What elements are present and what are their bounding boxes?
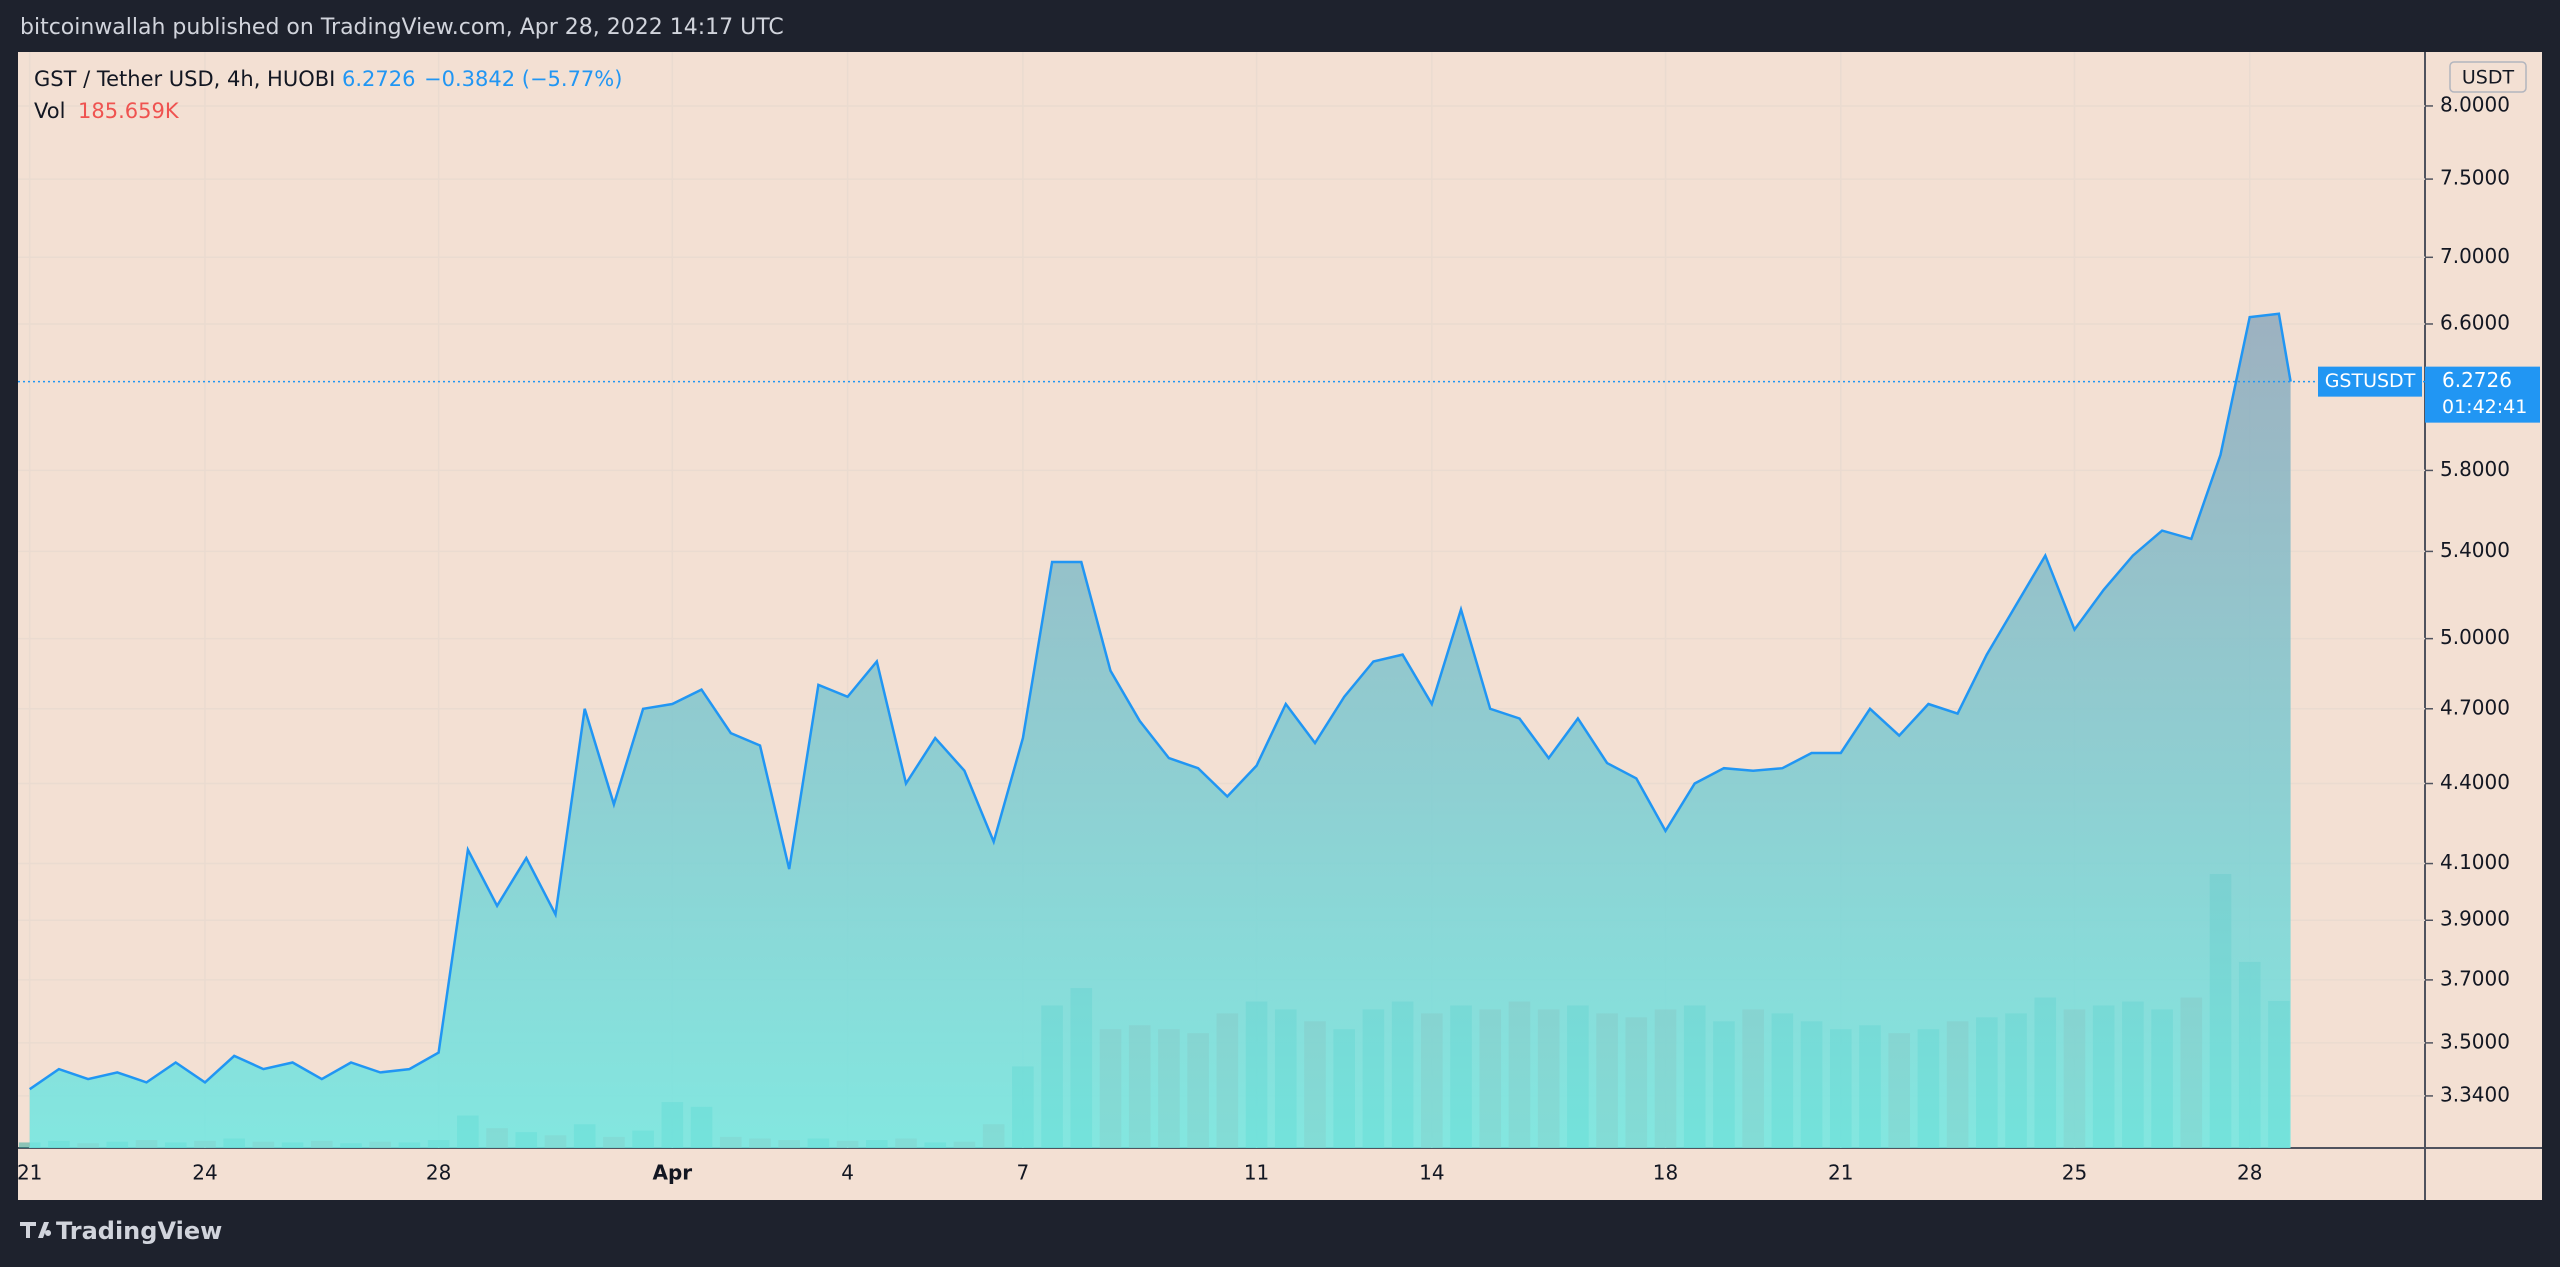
chart-title: GST / Tether USD, 4h, HUOBI [34,67,335,91]
y-tick-label: 4.7000 [2440,695,2510,719]
x-tick-label: 4 [841,1161,854,1185]
price-tag-value: 6.2726 [2442,368,2512,392]
y-tick-label: 5.8000 [2440,457,2510,481]
y-tick-label: 8.0000 [2440,92,2510,116]
x-tick-label: Apr [652,1161,692,1185]
y-tick-label: 3.7000 [2440,966,2510,990]
logo-icon [20,1222,52,1238]
symbol-label: GSTUSDT [2325,370,2416,392]
volume-value: 185.659K [78,99,180,123]
x-tick-label: 28 [2237,1161,2262,1185]
x-tick-label: 11 [1244,1161,1269,1185]
x-tick-label: 24 [192,1161,217,1185]
price-change: −0.3842 (−5.77%) [424,67,622,91]
currency: USDT [2462,67,2515,89]
y-tick-label: 7.0000 [2440,244,2510,268]
x-tick-label: 21 [1828,1161,1853,1185]
y-tick-label: 5.0000 [2440,625,2510,649]
y-tick-label: 6.6000 [2440,310,2510,334]
y-tick-label: 5.4000 [2440,538,2510,562]
countdown: 01:42:41 [2442,396,2527,418]
price-area [29,313,2291,1148]
volume-label: Vol [34,99,65,123]
price-tag [2425,366,2540,423]
y-tick-label: 3.5000 [2440,1029,2510,1053]
currency-box [2449,61,2527,93]
x-tick-label: 28 [426,1161,451,1185]
x-tick-label: 18 [1653,1161,1678,1185]
x-tick-label: 7 [1016,1161,1029,1185]
price-line [28,312,2292,1091]
x-tick-label: 21 [17,1161,42,1185]
volume-bar [18,1142,41,1148]
last-price: 6.2726 [342,67,415,91]
y-tick-label: 4.1000 [2440,850,2510,874]
price-axis [2425,52,2542,1148]
x-tick-label: 25 [2062,1161,2087,1185]
footer: TradingView [56,1217,222,1245]
x-tick-label: 14 [1419,1161,1444,1185]
y-tick-label: 3.9000 [2440,907,2510,931]
time-axis [18,1148,2542,1200]
y-tick-label: 3.3400 [2440,1082,2510,1106]
logo: TradingView [20,1217,222,1245]
header: bitcoinwallah published on TradingView.c… [20,15,784,40]
symbol-tag [2318,366,2422,397]
y-tick-label: 7.5000 [2440,166,2510,190]
y-tick-label: 4.4000 [2440,770,2510,794]
